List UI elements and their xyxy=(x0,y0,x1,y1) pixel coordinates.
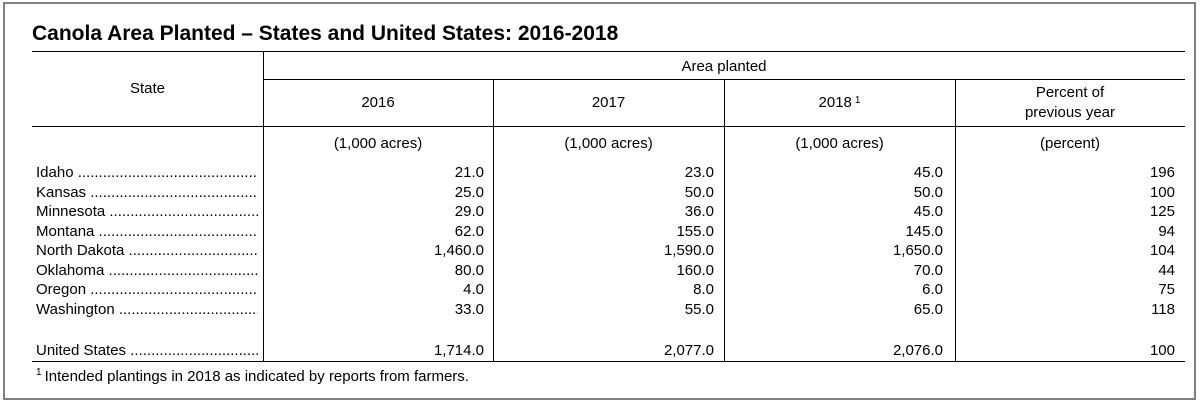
row-value-2018: 2,076.0 xyxy=(892,342,943,359)
row-value-2017: 155.0 xyxy=(676,222,714,240)
row-state-name: Montana ................................… xyxy=(36,222,258,240)
unit-2016: (1,000 acres) xyxy=(333,135,423,152)
row-value-2017: 36.0 xyxy=(684,203,714,220)
footnote-marker: 1 xyxy=(36,367,42,378)
header-bottom-rule xyxy=(32,126,1185,127)
row-value-percent: 100 xyxy=(1149,342,1175,359)
row-value-percent: 44 xyxy=(1158,261,1175,279)
table-bottom-rule xyxy=(32,361,1185,362)
row-value-2017: 8.0 xyxy=(693,281,714,298)
row-value-percent: 118 xyxy=(1151,300,1175,318)
footnote-marker: 1 xyxy=(854,95,861,106)
row-state-name: Oregon .................................… xyxy=(36,281,258,298)
row-value-2016: 29.0 xyxy=(454,203,484,220)
footnote: 1 Intended plantings in 2018 as indicated… xyxy=(36,367,469,385)
row-value-2018: 65.0 xyxy=(913,300,943,318)
row-value-2018: 6.0 xyxy=(922,281,943,298)
area-planted-header: Area planted xyxy=(681,58,767,75)
row-value-2018: 70.0 xyxy=(913,261,943,279)
row-value-2018: 45.0 xyxy=(913,203,943,220)
row-value-2016: 62.0 xyxy=(454,222,484,240)
percent-header-line2: previous year xyxy=(1024,104,1116,121)
unit-2017: (1,000 acres) xyxy=(564,135,653,152)
percent-header-line1: Percent of xyxy=(1035,84,1105,101)
row-state-name: Washington .............................… xyxy=(36,300,258,318)
state-header: State xyxy=(129,80,166,97)
year-2017-header: 2017 xyxy=(591,94,626,111)
row-value-2016: 1,714.0 xyxy=(433,342,484,359)
row-value-percent: 100 xyxy=(1149,183,1175,201)
row-value-percent: 94 xyxy=(1158,222,1175,240)
unit-percent: (percent) xyxy=(1039,135,1101,152)
row-state-name: Idaho ..................................… xyxy=(36,164,258,181)
row-value-2016: 4.0 xyxy=(463,281,484,298)
row-value-2018: 50.0 xyxy=(913,183,943,201)
year-2018-header: 2018 1 xyxy=(724,94,955,112)
page-title: Canola Area Planted – States and United … xyxy=(32,22,619,45)
row-value-2018: 1,650.0 xyxy=(892,242,943,259)
footnote-text: Intended plantings in 2018 as indicated … xyxy=(44,368,469,385)
column-divider-2018-percent xyxy=(955,79,956,361)
row-value-2017: 2,077.0 xyxy=(663,342,714,359)
unit-2018: (1,000 acres) xyxy=(795,135,884,152)
row-state-name: United States ..........................… xyxy=(36,342,258,359)
column-divider-2016-2017 xyxy=(493,79,494,361)
row-value-2017: 1,590.0 xyxy=(663,242,714,259)
row-value-2016: 80.0 xyxy=(454,261,484,279)
row-value-2016: 21.0 xyxy=(454,164,484,181)
row-value-2016: 25.0 xyxy=(454,183,484,201)
row-state-name: Oklahoma ...............................… xyxy=(36,261,258,279)
state-column-divider xyxy=(263,51,264,361)
year-2018-label: 2018 xyxy=(818,94,852,111)
row-value-2017: 55.0 xyxy=(684,300,714,318)
row-value-percent: 104 xyxy=(1149,242,1175,259)
table-frame xyxy=(3,2,1196,400)
row-value-percent: 125 xyxy=(1149,203,1175,220)
row-value-2017: 23.0 xyxy=(684,164,714,181)
year-2016-header: 2016 xyxy=(361,94,395,111)
header-top-rule xyxy=(32,51,1185,52)
row-value-percent: 196 xyxy=(1149,164,1175,181)
row-value-2016: 1,460.0 xyxy=(433,242,484,259)
row-value-2018: 145.0 xyxy=(905,222,943,240)
column-divider-2017-2018 xyxy=(724,79,725,361)
row-value-2016: 33.0 xyxy=(454,300,484,318)
percent-header: Percent of previous year xyxy=(955,83,1185,123)
row-value-2018: 45.0 xyxy=(913,164,943,181)
row-value-percent: 75 xyxy=(1158,281,1175,298)
row-value-2017: 50.0 xyxy=(684,183,714,201)
row-state-name: North Dakota ...........................… xyxy=(36,242,258,259)
row-state-name: Kansas .................................… xyxy=(36,183,258,201)
row-value-2017: 160.0 xyxy=(676,261,714,279)
row-state-name: Minnesota ..............................… xyxy=(36,203,258,220)
